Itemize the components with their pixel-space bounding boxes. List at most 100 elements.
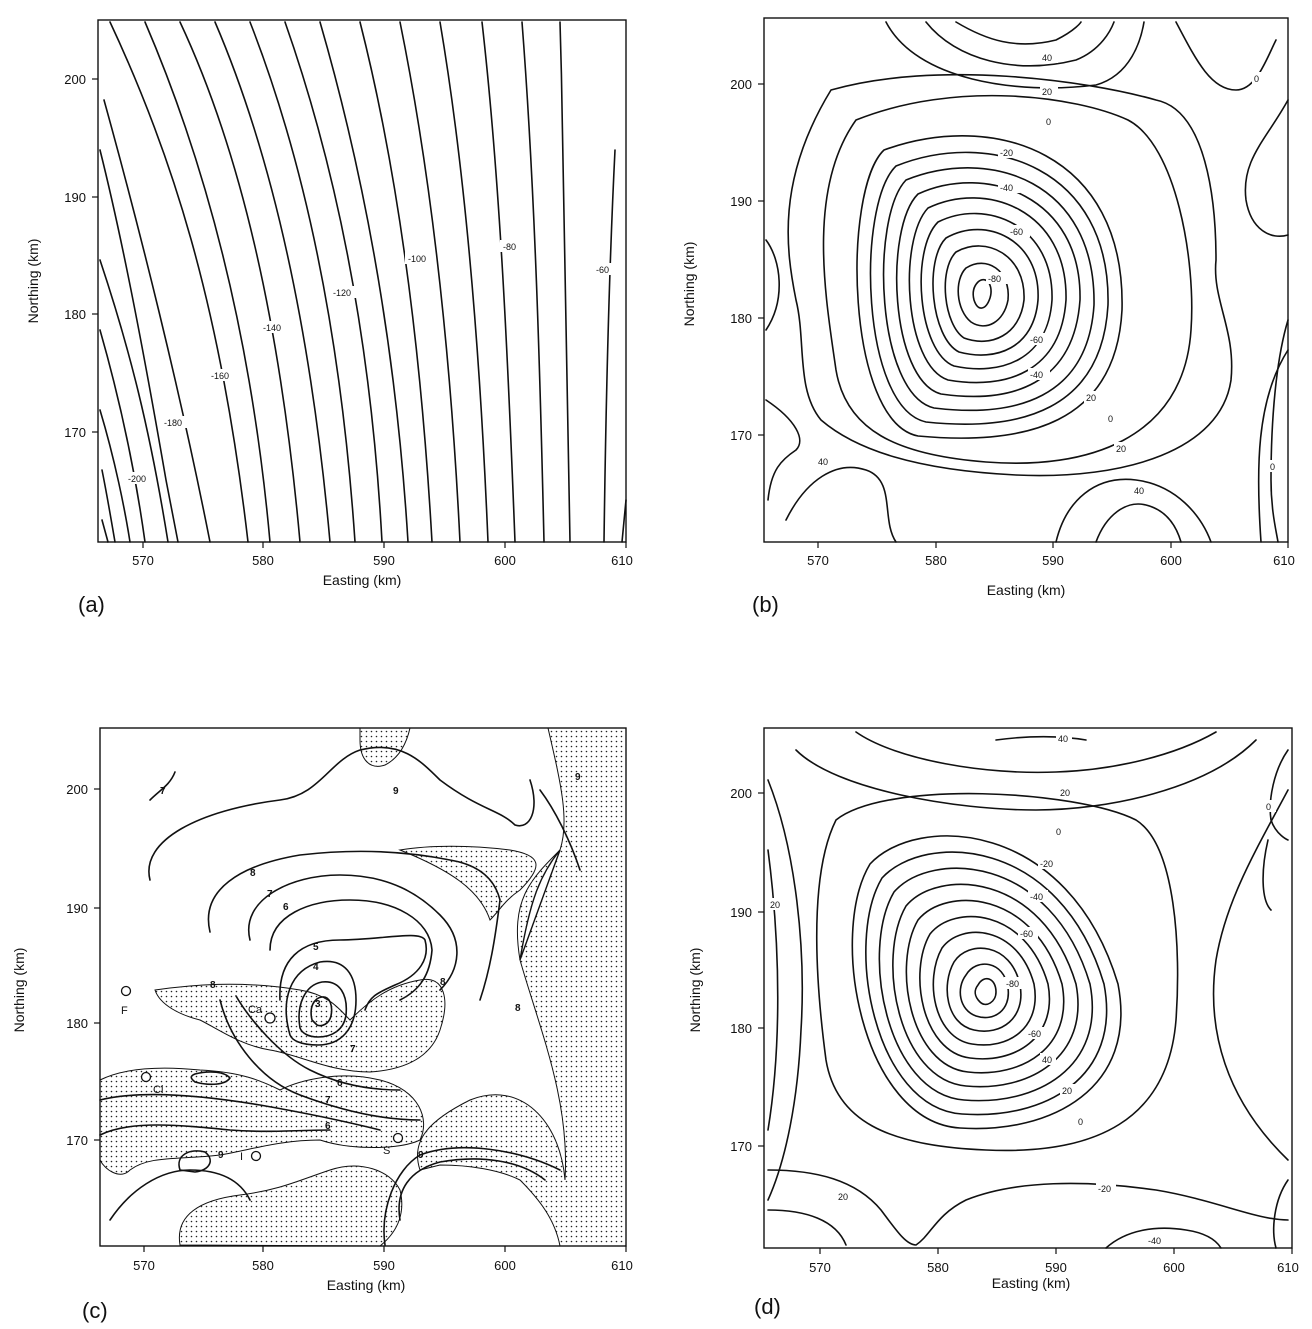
contour-line	[765, 239, 780, 331]
contour-line	[1269, 749, 1289, 841]
contour-line	[103, 99, 211, 543]
contour-label: 40	[1058, 734, 1068, 744]
panel-a-y-axis: 200 190 180 170 Northing (km)	[25, 72, 98, 440]
x-axis-label: Easting (km)	[992, 1275, 1071, 1291]
panel-c-y-axis: 200 190 180 170 Northing (km)	[11, 782, 100, 1148]
x-tick-label: 590	[1045, 1260, 1067, 1275]
site-marker	[392, 1132, 404, 1144]
contour-line	[99, 1093, 381, 1131]
contour-label: -40	[1030, 892, 1043, 902]
panel-b: -80 -60 -60 -40 -40 -20 0 20 40 0 20 40 …	[656, 0, 1312, 660]
contour-line	[398, 1158, 546, 1221]
y-axis-label: Northing (km)	[687, 948, 703, 1033]
contour-label: 0	[1108, 414, 1113, 424]
x-axis-label: Easting (km)	[323, 572, 402, 588]
contour-label: 7	[267, 889, 273, 900]
y-axis-label: Northing (km)	[681, 242, 697, 327]
y-tick-label: 180	[730, 311, 752, 326]
contour-line	[787, 73, 1233, 477]
contour-label: 20	[1116, 444, 1126, 454]
x-tick-label: 580	[252, 1258, 274, 1273]
contour-line	[99, 409, 131, 543]
contour-line	[767, 1169, 1289, 1246]
x-tick-label: 580	[927, 1260, 949, 1275]
x-tick-label: 570	[807, 553, 829, 568]
contour-line	[1270, 319, 1289, 543]
contour-label: 7	[160, 786, 166, 797]
site-marker	[140, 1071, 152, 1083]
x-tick-label: 610	[611, 1258, 633, 1273]
contour-label: 8	[210, 980, 216, 991]
y-tick-label: 190	[66, 901, 88, 916]
panel-c-x-axis: 570 580 590 600 610 Easting (km)	[133, 1246, 633, 1293]
x-tick-label: 610	[611, 553, 633, 568]
contour-line	[785, 466, 897, 543]
contour-line	[319, 21, 409, 543]
contour-label: 9	[393, 786, 399, 797]
panel-c-svg: 7 9 8 7 6 5 4 3 6 7 6 8 9 9 8 8 7 9 F Ca…	[11, 727, 633, 1293]
contour-line	[851, 835, 1122, 1130]
contour-line	[521, 21, 545, 543]
contour-label: 40	[818, 457, 828, 467]
contour-line	[269, 899, 433, 1001]
panel-a-contour-labels: -200 -180 -160 -140 -120 -100 -80 -60	[125, 240, 617, 484]
contour-line	[298, 981, 348, 1038]
contour-line	[822, 94, 1193, 465]
y-tick-label: 180	[66, 1016, 88, 1031]
panel-d-svg: 40 20 0 -20 -40 -60 -80 -60 40 20 0 -20 …	[687, 727, 1299, 1291]
contour-line	[1257, 349, 1289, 543]
panel-b-contours	[765, 21, 1289, 543]
contour-line	[908, 197, 1067, 384]
contour-line	[219, 999, 421, 1121]
contour-label: 6	[283, 902, 289, 913]
y-tick-label: 190	[730, 905, 752, 920]
y-tick-label: 190	[730, 194, 752, 209]
panel-a-contours	[99, 21, 627, 543]
x-tick-label: 580	[925, 553, 947, 568]
contour-line	[1105, 1227, 1222, 1249]
contour-line	[882, 167, 1095, 412]
site-label: Ca	[248, 1004, 263, 1016]
contour-line	[919, 915, 1051, 1060]
x-tick-label: 590	[1042, 553, 1064, 568]
x-tick-label: 610	[1273, 553, 1295, 568]
x-tick-label: 600	[494, 553, 516, 568]
contour-line	[856, 135, 1123, 439]
y-tick-label: 190	[64, 190, 86, 205]
contour-label: 7	[350, 1044, 356, 1055]
contour-line	[767, 1209, 847, 1246]
site-marker	[250, 1150, 262, 1162]
contour-label: -40	[1148, 1236, 1161, 1246]
panel-b-x-axis: 570 580 590 600 610 Easting (km)	[807, 542, 1295, 598]
contour-line	[285, 960, 357, 1046]
contour-line	[481, 21, 516, 543]
contour-label: -40	[1030, 370, 1043, 380]
site-marker	[264, 1012, 276, 1024]
y-axis-label: Northing (km)	[11, 948, 27, 1033]
x-axis-label: Easting (km)	[327, 1277, 406, 1293]
contour-label: -100	[408, 254, 426, 264]
panel-a-frame	[97, 19, 627, 543]
contour-label: 8	[250, 868, 256, 879]
contour-label: 40	[1134, 486, 1144, 496]
contour-line	[767, 779, 804, 1201]
contour-line	[957, 262, 1009, 327]
contour-label: 6	[337, 1078, 343, 1089]
contour-line	[767, 849, 779, 1131]
contour-line	[995, 735, 1087, 741]
panel-d-letter: (d)	[754, 1294, 781, 1319]
contour-line	[946, 947, 1022, 1032]
contour-label: 20	[1060, 788, 1070, 798]
contour-line	[207, 850, 501, 1001]
contour-label: 9	[575, 772, 581, 783]
contour-line	[101, 519, 109, 543]
contour-line	[795, 739, 1257, 811]
panel-d-contour-labels: 40 20 0 -20 -40 -60 -80 -60 40 20 0 -20 …	[768, 732, 1276, 1246]
contour-line	[178, 1150, 211, 1173]
site-label: S	[383, 1145, 390, 1157]
contour-label: 4	[313, 962, 319, 973]
contour-label: 3	[315, 999, 321, 1010]
contour-label: 8	[515, 1003, 521, 1014]
contour-line	[1272, 1179, 1289, 1249]
contour-label: -20	[1040, 859, 1053, 869]
